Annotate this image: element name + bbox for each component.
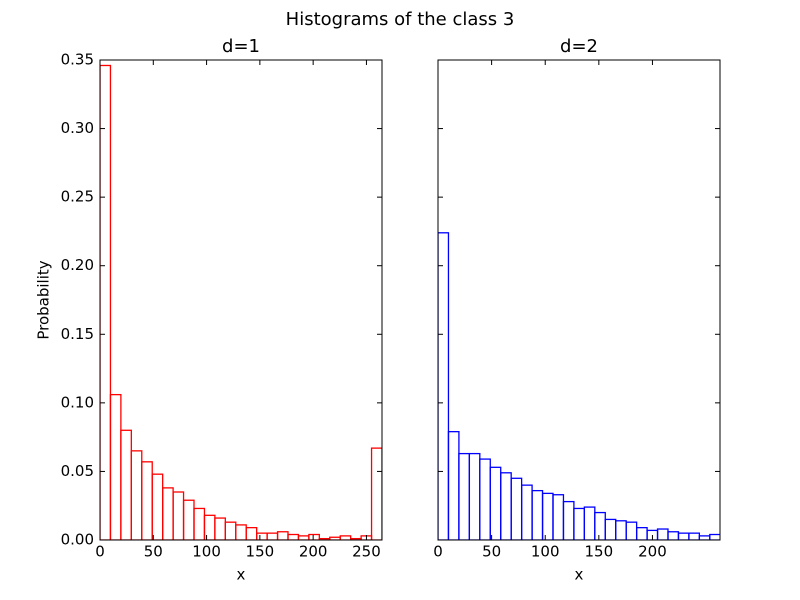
x-tick-label: 250 — [352, 543, 381, 561]
bar — [438, 232, 450, 540]
y-tick-label: 0.10 — [61, 393, 94, 411]
x-tick-label: 100 — [192, 543, 221, 561]
x-tick-label: 50 — [144, 543, 163, 561]
axes-frame — [437, 59, 721, 541]
y-tick-label: 0.30 — [61, 119, 94, 137]
y-tick-label: 0.00 — [61, 531, 94, 549]
x-axis-label: x — [237, 566, 246, 584]
y-axis-label: Probability — [35, 260, 53, 339]
x-tick-label: 0 — [95, 543, 105, 561]
y-tick-label: 0.15 — [61, 325, 94, 343]
y-tick-label: 0.25 — [61, 188, 94, 206]
x-tick-label: 100 — [531, 543, 560, 561]
x-tick-label: 50 — [482, 543, 501, 561]
axes-frame — [99, 59, 383, 541]
x-tick-label: 150 — [246, 543, 275, 561]
plot-area — [100, 64, 382, 540]
y-tick-label: 0.35 — [61, 51, 94, 69]
bar — [339, 535, 352, 540]
y-tick-label: 0.05 — [61, 462, 94, 480]
plot-area — [438, 232, 720, 540]
subplot-title: d=2 — [560, 36, 598, 57]
x-tick-label: 200 — [299, 543, 328, 561]
x-tick-label: 0 — [433, 543, 443, 561]
y-tick-label: 0.20 — [61, 256, 94, 274]
x-tick-label: 150 — [585, 543, 614, 561]
subplot-title: d=1 — [222, 36, 260, 57]
bar — [100, 64, 112, 540]
figure-title: Histograms of the class 3 — [286, 9, 515, 30]
x-tick-label: 200 — [638, 543, 667, 561]
x-axis-label: x — [575, 566, 584, 584]
